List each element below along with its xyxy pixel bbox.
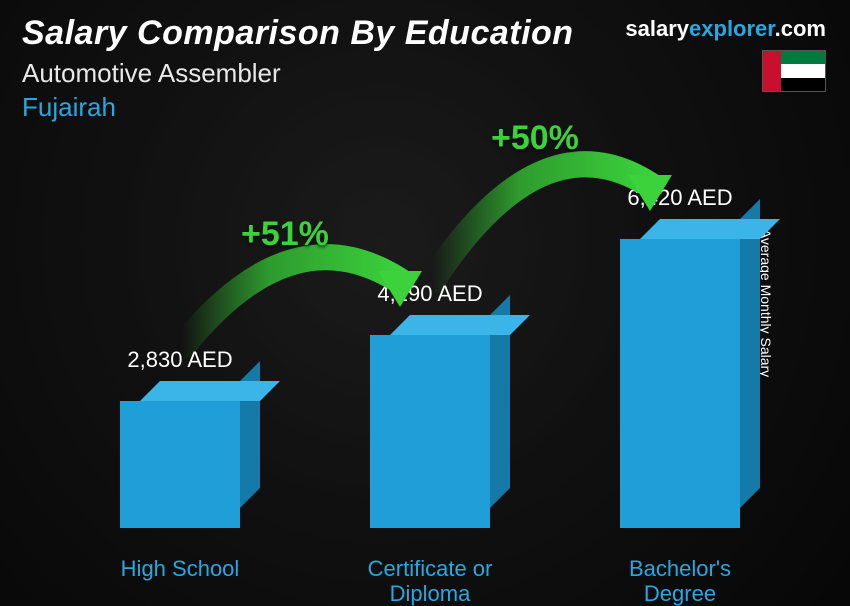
page-subtitle: Automotive Assembler xyxy=(22,58,281,89)
bar-label: High School xyxy=(90,556,270,581)
bar-value: 6,420 AED xyxy=(590,185,770,211)
bar-top xyxy=(640,219,780,239)
bar-label: Certificate or Diploma xyxy=(340,556,520,606)
brand-prefix: salary xyxy=(625,16,689,41)
bar-group: 4,290 AEDCertificate or Diploma xyxy=(340,335,520,528)
bar-group: 2,830 AEDHigh School xyxy=(90,401,270,528)
bar-group: 6,420 AEDBachelor's Degree xyxy=(590,239,770,528)
bar-chart: 2,830 AEDHigh School4,290 AEDCertificate… xyxy=(70,138,790,578)
bar-label: Bachelor's Degree xyxy=(590,556,770,606)
flag-stripe-0 xyxy=(781,51,825,64)
flag-stripe-1 xyxy=(781,64,825,77)
brand-logo: salaryexplorer.com xyxy=(625,16,826,42)
bar-value: 4,290 AED xyxy=(340,281,520,307)
flag-right-stripes xyxy=(781,51,825,91)
jump-label: +51% xyxy=(241,215,329,254)
bar-top xyxy=(140,381,280,401)
bar-front xyxy=(620,239,740,528)
flag-stripe-2 xyxy=(781,78,825,91)
flag-uae-icon xyxy=(762,50,826,92)
page-location: Fujairah xyxy=(22,92,116,123)
bar-side xyxy=(740,199,760,508)
bar-front xyxy=(120,401,240,528)
bar-top xyxy=(390,315,530,335)
brand-mid: explorer xyxy=(689,16,775,41)
bar-front xyxy=(370,335,490,528)
page-title: Salary Comparison By Education xyxy=(22,14,574,53)
flag-left-stripe xyxy=(763,51,781,91)
infographic-stage: Salary Comparison By Education Automotiv… xyxy=(0,0,850,606)
brand-suffix: .com xyxy=(775,16,826,41)
bar-value: 2,830 AED xyxy=(90,347,270,373)
